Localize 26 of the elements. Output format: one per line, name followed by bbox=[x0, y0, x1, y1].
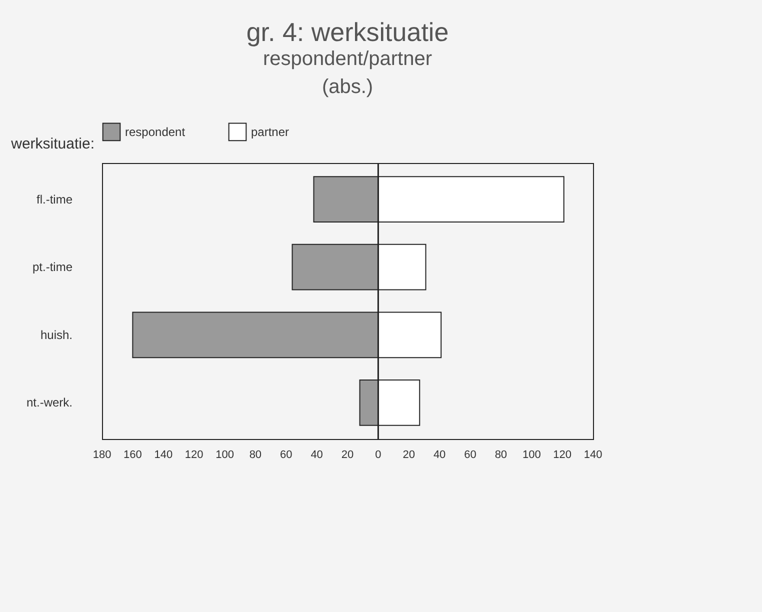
x-tick-label: 140 bbox=[584, 449, 602, 461]
x-tick-label: 40 bbox=[310, 449, 323, 461]
chart-subtitle: respondent/partner (abs.) bbox=[262, 48, 432, 98]
y-tick-label: huish. bbox=[40, 328, 72, 342]
x-tick-label: 0 bbox=[375, 449, 382, 461]
x-tick-label: 20 bbox=[402, 449, 415, 461]
x-tick-label: 100 bbox=[216, 449, 234, 461]
x-tick-label: 20 bbox=[341, 449, 354, 461]
y-tick-label: pt.-time bbox=[32, 260, 73, 274]
x-tick-label: 80 bbox=[494, 449, 508, 461]
x-tick-label: 40 bbox=[433, 449, 446, 461]
legend-label: partner bbox=[251, 124, 290, 139]
x-tick-label: 120 bbox=[553, 449, 572, 461]
x-tick-label: 80 bbox=[249, 449, 262, 461]
legend-label: respondent bbox=[125, 124, 186, 139]
x-tick-label: 180 bbox=[92, 449, 112, 461]
x-tick-label: 120 bbox=[184, 449, 204, 461]
x-tick-label: 60 bbox=[280, 449, 292, 461]
y-tick-label: nt.-werk. bbox=[26, 396, 72, 410]
y-tick-label: fl.-time bbox=[36, 192, 73, 206]
x-tick-label: 60 bbox=[464, 449, 476, 461]
x-tick-label: 140 bbox=[154, 449, 173, 461]
chart-title: gr. 4: werksituatie bbox=[246, 17, 449, 47]
x-tick-label: 160 bbox=[124, 449, 142, 461]
x-tick-label: 100 bbox=[522, 449, 541, 461]
y-axis-title: werksituatie: bbox=[10, 136, 94, 152]
